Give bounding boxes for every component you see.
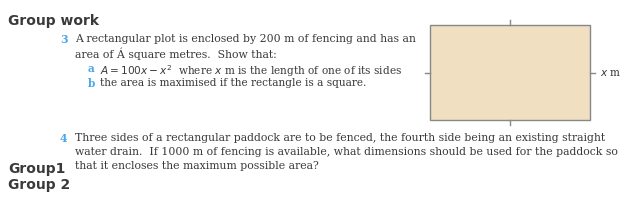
Text: $x$ m: $x$ m xyxy=(600,68,621,77)
Text: Three sides of a rectangular paddock are to be fenced, the fourth side being an : Three sides of a rectangular paddock are… xyxy=(75,133,605,143)
Text: a: a xyxy=(88,63,95,74)
Text: that it encloses the maximum possible area?: that it encloses the maximum possible ar… xyxy=(75,161,319,171)
Bar xyxy=(430,25,590,120)
Text: Group work: Group work xyxy=(8,14,99,28)
Text: 3: 3 xyxy=(60,34,68,45)
Text: b: b xyxy=(88,78,95,89)
Text: water drain.  If 1000 m of fencing is available, what dimensions should be used : water drain. If 1000 m of fencing is ava… xyxy=(75,147,618,157)
Text: the area is maximised if the rectangle is a square.: the area is maximised if the rectangle i… xyxy=(100,78,366,88)
Text: Group1: Group1 xyxy=(8,162,65,176)
Text: area of Á square metres.  Show that:: area of Á square metres. Show that: xyxy=(75,48,276,60)
Text: $A = 100x - x^2$  where $x$ m is the length of one of its sides: $A = 100x - x^2$ where $x$ m is the leng… xyxy=(100,63,402,79)
Text: Group 2: Group 2 xyxy=(8,178,70,192)
Text: A rectangular plot is enclosed by 200 m of fencing and has an: A rectangular plot is enclosed by 200 m … xyxy=(75,34,416,44)
Text: 4: 4 xyxy=(60,133,67,144)
